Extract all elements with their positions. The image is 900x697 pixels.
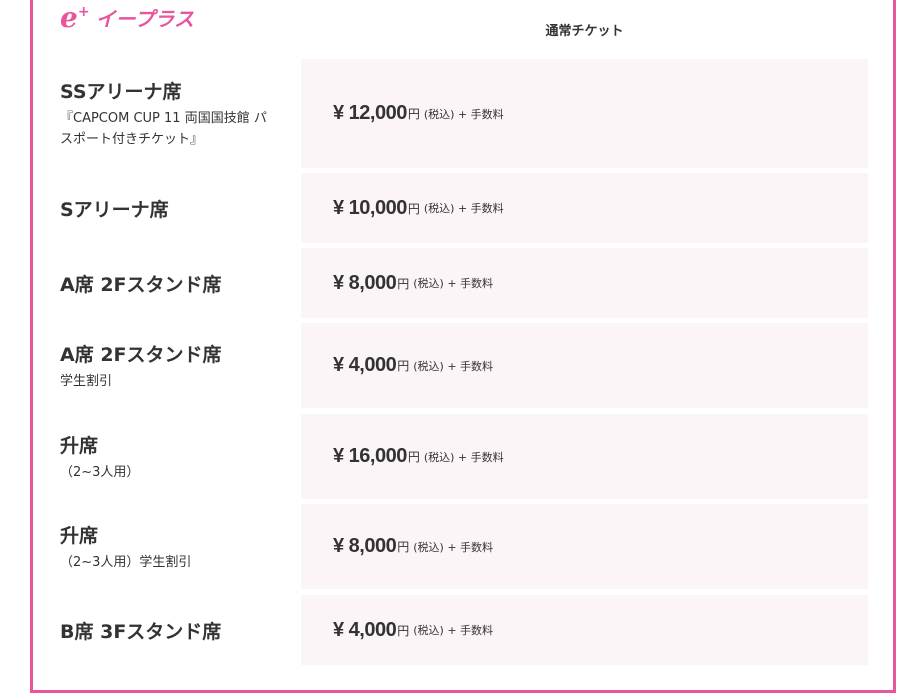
seat-name: 升席 xyxy=(60,524,99,547)
price-cell: ¥ 8,000 円 (税込) + 手数料 xyxy=(301,248,868,318)
price-unit: 円 xyxy=(397,540,410,554)
table-row: Sアリーナ席 ¥ 10,000 円 (税込) + 手数料 xyxy=(60,173,868,243)
logo-mark: e xyxy=(60,0,78,34)
price-suffix: (税込) + 手数料 xyxy=(413,540,494,554)
price-cell: ¥ 4,000 円 (税込) + 手数料 xyxy=(301,595,868,665)
seat-name: 升席 xyxy=(60,434,99,457)
seat-label: 升席 （2~3人用）学生割引 xyxy=(60,504,290,589)
seat-note: （2~3人用）学生割引 xyxy=(60,554,192,570)
seat-name: A席 2Fスタンド席 xyxy=(60,343,222,366)
price-value: ¥ 10,000 xyxy=(333,196,407,219)
table-row: 升席 （2~3人用）学生割引 ¥ 8,000 円 (税込) + 手数料 xyxy=(60,504,868,589)
seat-name: Sアリーナ席 xyxy=(60,198,169,221)
column-header: 通常チケット xyxy=(545,24,624,39)
seat-name: A席 2Fスタンド席 xyxy=(60,273,222,296)
price-value: ¥ 12,000 xyxy=(333,102,407,124)
seat-note: 『CAPCOM CUP 11 両国国技館 パスポート付きチケット』 xyxy=(60,111,267,147)
price-cell: ¥ 4,000 円 (税込) + 手数料 xyxy=(301,323,868,408)
price-cell: ¥ 16,000 円 (税込) + 手数料 xyxy=(301,414,868,499)
price-value: ¥ 4,000 xyxy=(333,354,397,376)
seat-name: SSアリーナ席 xyxy=(60,81,182,103)
price-unit: 円 xyxy=(407,107,420,121)
price-suffix: (税込) + 手数料 xyxy=(423,202,504,215)
seat-label: B席 3Fスタンド席 xyxy=(60,595,290,665)
seat-note: （2~3人用） xyxy=(60,464,140,480)
price-cell: ¥ 8,000 円 (税込) + 手数料 xyxy=(301,504,868,589)
seat-label: A席 2Fスタンド席 学生割引 xyxy=(60,323,290,408)
table-row: SSアリーナ席 『CAPCOM CUP 11 両国国技館 パスポート付きチケット… xyxy=(60,59,868,168)
seat-label: Sアリーナ席 xyxy=(60,173,290,243)
ticket-table-frame xyxy=(30,0,896,693)
seat-note: 学生割引 xyxy=(60,373,113,389)
seat-label: 升席 （2~3人用） xyxy=(60,414,290,499)
eplus-logo: e + イープラス xyxy=(60,3,194,32)
price-cell: ¥ 10,000 円 (税込) + 手数料 xyxy=(301,173,868,243)
table-row: A席 2Fスタンド席 ¥ 8,000 円 (税込) + 手数料 xyxy=(60,248,868,318)
price-suffix: (税込) + 手数料 xyxy=(413,277,494,290)
price-unit: 円 xyxy=(407,450,420,464)
table-row: A席 2Fスタンド席 学生割引 ¥ 4,000 円 (税込) + 手数料 xyxy=(60,323,868,408)
table-row: 升席 （2~3人用） ¥ 16,000 円 (税込) + 手数料 xyxy=(60,414,868,499)
price-suffix: (税込) + 手数料 xyxy=(413,624,494,637)
price-suffix: (税込) + 手数料 xyxy=(423,450,504,464)
seat-label: SSアリーナ席 『CAPCOM CUP 11 両国国技館 パスポート付きチケット… xyxy=(60,59,290,168)
table-row: B席 3Fスタンド席 ¥ 4,000 円 (税込) + 手数料 xyxy=(60,595,868,665)
price-unit: 円 xyxy=(397,623,410,638)
logo-name: イープラス xyxy=(95,7,194,31)
logo-plus: + xyxy=(77,3,90,20)
price-unit: 円 xyxy=(397,276,410,291)
seat-label: A席 2Fスタンド席 xyxy=(60,248,290,318)
price-value: ¥ 4,000 xyxy=(333,618,397,641)
price-suffix: (税込) + 手数料 xyxy=(423,107,504,121)
price-value: ¥ 8,000 xyxy=(333,271,397,294)
price-value: ¥ 8,000 xyxy=(333,535,397,557)
price-cell: ¥ 12,000 円 (税込) + 手数料 xyxy=(301,59,868,168)
price-suffix: (税込) + 手数料 xyxy=(413,359,494,373)
price-unit: 円 xyxy=(407,201,420,216)
price-unit: 円 xyxy=(397,359,410,373)
seat-name: B席 3Fスタンド席 xyxy=(60,620,222,643)
price-value: ¥ 16,000 xyxy=(333,445,407,467)
